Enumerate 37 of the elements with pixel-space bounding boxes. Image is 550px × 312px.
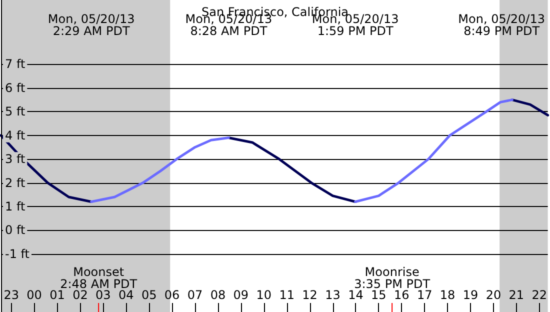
x-tick-label: 15 xyxy=(371,288,386,302)
x-tick-label: 14 xyxy=(348,288,364,302)
ref-line-label: Moonrise 3:35 PM PDT xyxy=(354,265,431,291)
y-tick-label: 2 ft xyxy=(5,176,26,190)
y-tick-label: 7 ft xyxy=(5,57,26,72)
x-tick-label: 07 xyxy=(187,288,203,302)
x-tick-label: 05 xyxy=(141,288,157,302)
x-tick-label: 22 xyxy=(532,288,548,302)
x-tick-label: 04 xyxy=(118,288,134,302)
x-tick-label: 06 xyxy=(164,288,180,302)
y-tick-label: 1 ft xyxy=(5,200,26,214)
y-tick-label: 3 ft xyxy=(5,152,26,166)
x-tick-label: 03 xyxy=(96,288,111,302)
annotation: Mon, 05/20/13 8:49 PM PDT xyxy=(458,12,545,38)
x-tick-label: 21 xyxy=(508,288,524,302)
ref-line-label: Moonset 2:48 AM PDT xyxy=(60,265,138,291)
x-tick-label: 00 xyxy=(26,288,42,302)
x-tick-label: 09 xyxy=(233,288,249,302)
x-tick-label: 08 xyxy=(210,288,226,302)
x-tick-label: 01 xyxy=(50,288,65,302)
x-tick-label: 19 xyxy=(462,288,478,302)
x-tick-label: 13 xyxy=(325,288,340,302)
x-tick-label: 11 xyxy=(279,288,294,302)
x-tick-label: 17 xyxy=(416,288,432,302)
y-tick-label: 6 ft xyxy=(5,80,26,95)
y-tick-label: -1 ft xyxy=(5,246,30,261)
x-tick-label: 10 xyxy=(256,288,272,302)
x-tick-label: 02 xyxy=(72,288,88,302)
x-tick-label: 23 xyxy=(4,288,19,302)
x-tick-label: 20 xyxy=(486,288,502,302)
annotation: Mon, 05/20/13 2:29 AM PDT xyxy=(48,12,135,38)
y-tick-label: 0 ft xyxy=(5,223,26,238)
x-tick-label: 18 xyxy=(440,288,456,302)
x-tick-label: 16 xyxy=(394,288,410,302)
y-tick-label: 5 ft xyxy=(5,104,26,119)
x-tick-label: 12 xyxy=(302,288,318,302)
y-tick-label: 4 ft xyxy=(5,128,26,142)
